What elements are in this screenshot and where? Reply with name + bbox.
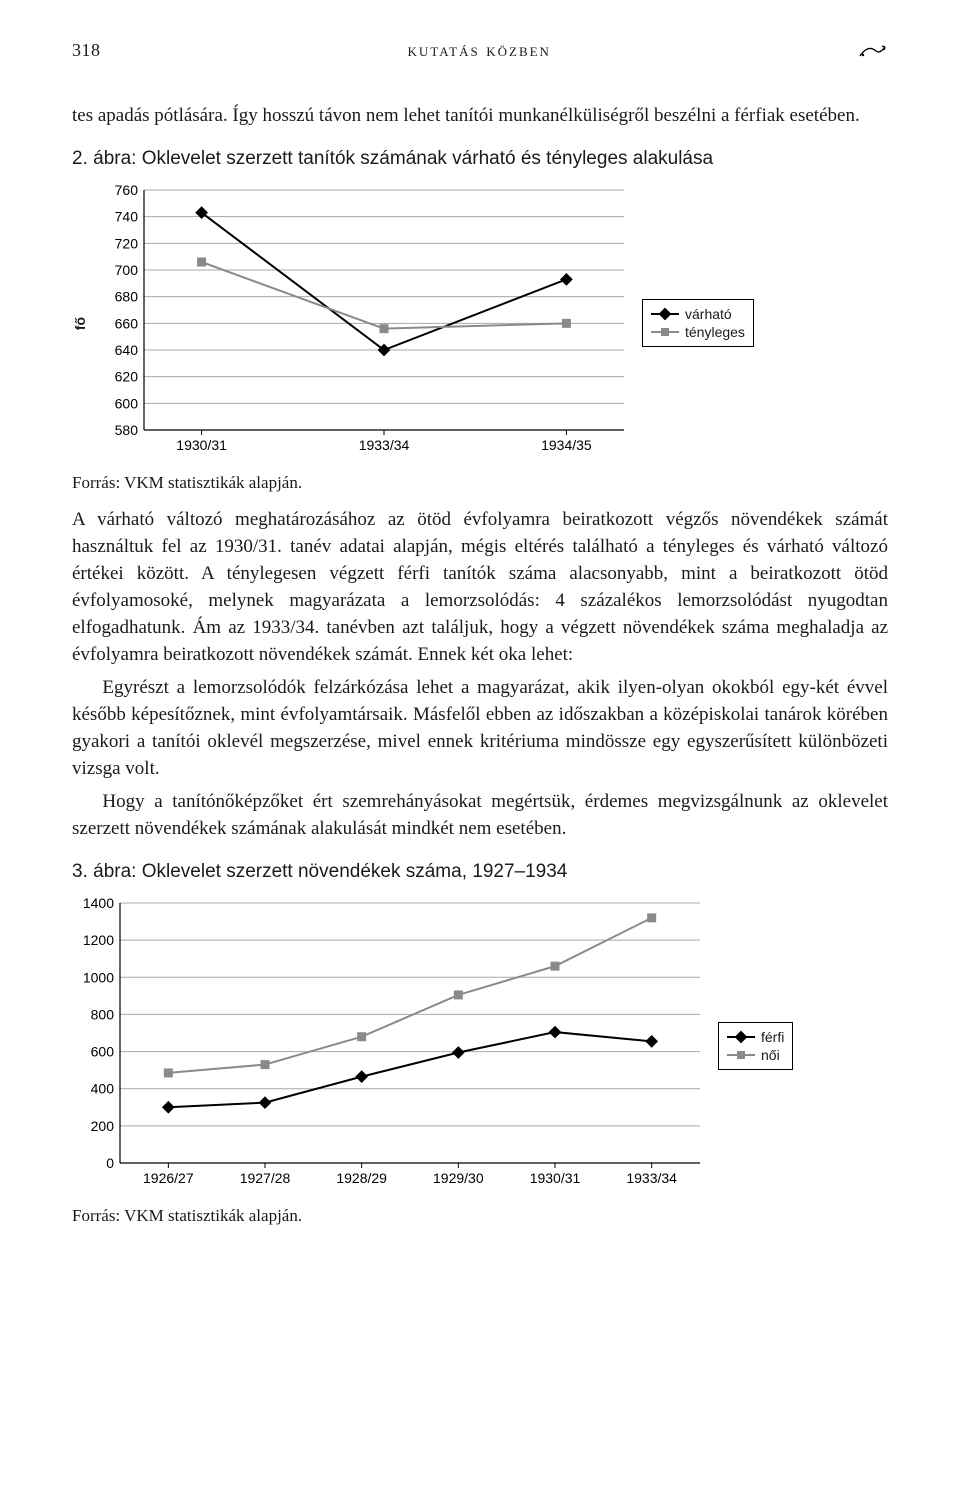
ornament-icon <box>858 42 888 60</box>
svg-text:600: 600 <box>91 1043 115 1059</box>
svg-text:640: 640 <box>115 342 139 358</box>
svg-text:400: 400 <box>91 1080 115 1096</box>
svg-text:580: 580 <box>115 422 139 438</box>
svg-text:800: 800 <box>91 1006 115 1022</box>
svg-text:200: 200 <box>91 1117 115 1133</box>
figure-3-title: 3. ábra: Oklevelet szerzett növendékek s… <box>72 861 888 883</box>
body-paragraph: A várható változó meghatározásához az öt… <box>72 507 888 669</box>
svg-text:1933/34: 1933/34 <box>359 437 410 453</box>
legend-item: férfi <box>727 1029 784 1045</box>
svg-text:1000: 1000 <box>83 969 114 985</box>
legend-item: tényleges <box>651 324 745 340</box>
intro-paragraph: tes apadás pótlására. Így hosszú távon n… <box>72 103 888 130</box>
legend-item: várható <box>651 306 745 322</box>
figure-2-title: 2. ábra: Oklevelet szerzett tanítók szám… <box>72 148 888 170</box>
svg-text:1930/31: 1930/31 <box>530 1170 581 1186</box>
body-paragraph: Hogy a tanítónőképzőket ért szemrehányás… <box>72 789 888 843</box>
figure-2-legend: várható tényleges <box>642 299 754 347</box>
svg-text:1930/31: 1930/31 <box>176 437 227 453</box>
legend-label: férfi <box>761 1029 784 1045</box>
svg-text:1926/27: 1926/27 <box>143 1170 194 1186</box>
svg-text:1200: 1200 <box>83 932 114 948</box>
svg-text:760: 760 <box>115 182 139 198</box>
svg-text:1929/30: 1929/30 <box>433 1170 484 1186</box>
legend-label: női <box>761 1047 780 1063</box>
figure-3-source: Forrás: VKM statisztikák alapján. <box>72 1206 888 1226</box>
svg-text:740: 740 <box>115 209 139 225</box>
legend-label: várható <box>685 306 732 322</box>
figure-2-source: Forrás: VKM statisztikák alapján. <box>72 473 888 493</box>
figure-3-chart: 0 200 400 600 800 1000 1200 1400 1926/27 1927/28 1… <box>72 895 888 1198</box>
figure-3-legend: férfi női <box>718 1022 793 1070</box>
svg-text:620: 620 <box>115 369 139 385</box>
svg-text:1928/29: 1928/29 <box>336 1170 387 1186</box>
svg-text:680: 680 <box>115 289 139 305</box>
svg-text:720: 720 <box>115 235 139 251</box>
svg-text:1927/28: 1927/28 <box>240 1170 291 1186</box>
running-title: kutatás közben <box>101 40 859 61</box>
body-paragraph: Egyrészt a lemorzsolódók felzárkózása le… <box>72 675 888 783</box>
svg-text:1933/34: 1933/34 <box>626 1170 677 1186</box>
legend-item: női <box>727 1047 784 1063</box>
svg-text:600: 600 <box>115 395 139 411</box>
svg-text:700: 700 <box>115 262 139 278</box>
legend-label: tényleges <box>685 324 745 340</box>
svg-text:1400: 1400 <box>83 895 114 911</box>
running-head: 318 kutatás közben <box>72 40 888 61</box>
figure-2-chart: fő 580 600 620 640 660 680 700 720 740 760 1930/31… <box>72 182 888 465</box>
page-number: 318 <box>72 40 101 61</box>
svg-text:1934/35: 1934/35 <box>541 437 592 453</box>
svg-text:0: 0 <box>106 1155 114 1171</box>
figure-2-ylabel: fő <box>72 317 88 330</box>
svg-text:660: 660 <box>115 315 139 331</box>
